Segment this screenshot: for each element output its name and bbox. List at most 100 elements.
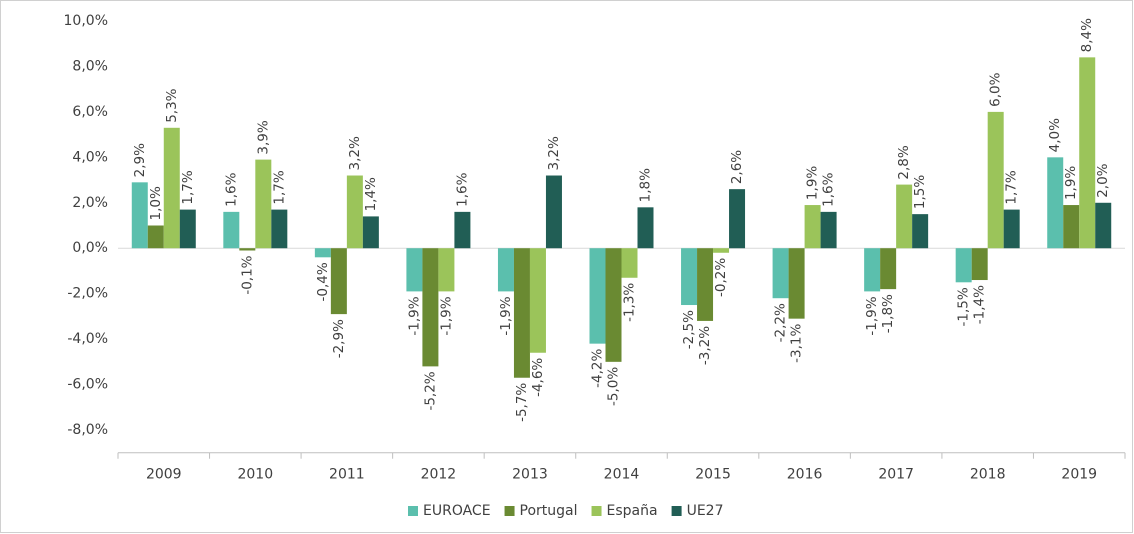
x-tick-label: 2014 <box>604 467 640 483</box>
bar <box>271 209 288 249</box>
bar <box>314 248 331 258</box>
data-label: -2,9% <box>331 319 347 358</box>
bar <box>987 111 1004 249</box>
data-label: 1,6% <box>821 172 837 206</box>
bar <box>880 248 897 290</box>
y-tick-label: -6,0% <box>67 377 108 393</box>
data-label: 1,9% <box>1063 166 1079 200</box>
data-label: 1,6% <box>454 172 470 206</box>
bar <box>529 248 546 353</box>
bar <box>131 182 148 249</box>
data-label: -3,2% <box>697 326 713 365</box>
data-label: -5,0% <box>606 367 622 406</box>
legend-label: UE27 <box>687 503 724 519</box>
data-label: 2,9% <box>132 143 148 177</box>
bar <box>147 225 164 249</box>
data-label: 8,4% <box>1079 18 1095 52</box>
y-tick-label: -8,0% <box>67 422 108 438</box>
data-label: 4,0% <box>1047 118 1063 152</box>
y-tick-label: 0,0% <box>72 240 108 256</box>
bar <box>239 248 256 251</box>
data-label: -2,2% <box>773 303 789 342</box>
bar <box>1079 57 1096 249</box>
bar <box>681 248 698 306</box>
bar <box>713 248 730 253</box>
data-label: -0,4% <box>315 262 331 301</box>
bar <box>1003 209 1020 249</box>
bar <box>788 248 805 319</box>
data-label: 1,7% <box>1004 170 1020 204</box>
bar <box>163 127 180 249</box>
data-label: 2,0% <box>1095 163 1111 197</box>
data-label: 1,5% <box>912 175 928 209</box>
bar <box>223 211 240 249</box>
bar <box>820 211 837 249</box>
x-tick-label: 2017 <box>878 467 914 483</box>
data-label: -1,8% <box>880 294 896 333</box>
data-label: -2,5% <box>681 310 697 349</box>
bar <box>346 175 363 249</box>
x-tick-label: 2016 <box>787 467 823 483</box>
bar <box>406 248 423 292</box>
x-tick-label: 2019 <box>1061 467 1097 483</box>
y-tick-label: -4,0% <box>67 331 108 347</box>
data-label: -4,6% <box>530 358 546 397</box>
y-tick-label: 8,0% <box>72 58 108 74</box>
bar <box>1063 205 1080 249</box>
data-label: -0,2% <box>713 258 729 297</box>
bar <box>864 248 881 292</box>
bar <box>971 248 988 281</box>
bar <box>955 248 972 283</box>
y-tick-label: 4,0% <box>72 149 108 165</box>
x-tick-label: 2011 <box>329 467 365 483</box>
data-label: 3,9% <box>255 120 271 154</box>
data-label: -1,9% <box>498 296 514 335</box>
data-label: 3,2% <box>546 136 562 170</box>
bar <box>179 209 196 249</box>
bar <box>637 207 654 249</box>
x-tick-label: 2013 <box>512 467 548 483</box>
data-label: -1,4% <box>972 285 988 324</box>
legend-swatch <box>408 506 418 516</box>
y-tick-label: 6,0% <box>72 104 108 120</box>
data-label: -5,7% <box>514 383 530 422</box>
data-label: 1,7% <box>271 170 287 204</box>
x-tick-label: 2015 <box>695 467 731 483</box>
x-tick-label: 2009 <box>146 467 182 483</box>
legend-swatch <box>591 506 602 516</box>
y-tick-label: -2,0% <box>67 286 108 302</box>
data-label: -1,9% <box>406 296 422 335</box>
x-tick-label: 2018 <box>970 467 1006 483</box>
bar <box>896 184 913 249</box>
legend-label: EUROACE <box>423 503 491 519</box>
y-tick-label: 2,0% <box>72 195 108 211</box>
bar <box>1047 157 1064 249</box>
data-label: 1,8% <box>638 168 654 202</box>
data-label: -1,5% <box>956 287 972 326</box>
bar <box>513 248 530 378</box>
data-label: -1,3% <box>622 283 638 322</box>
data-label: 1,9% <box>805 166 821 200</box>
data-label: 2,8% <box>896 145 912 179</box>
data-label: 1,7% <box>180 170 196 204</box>
y-tick-label: 10,0% <box>64 13 108 29</box>
data-label: 5,3% <box>164 88 180 122</box>
data-label: 1,6% <box>223 172 239 206</box>
bar <box>255 159 272 249</box>
bar <box>912 214 929 249</box>
data-label: 1,4% <box>363 177 379 211</box>
bar <box>729 189 746 249</box>
legend-label: España <box>607 503 658 519</box>
data-label: -1,9% <box>864 296 880 335</box>
bar <box>621 248 638 278</box>
bar <box>330 248 347 315</box>
data-label: 6,0% <box>988 72 1004 106</box>
bar <box>804 205 821 249</box>
data-label: 2,6% <box>729 150 745 184</box>
data-label: 3,2% <box>347 136 363 170</box>
bar <box>545 175 562 249</box>
legend-label: Portugal <box>520 503 578 519</box>
bar <box>438 248 455 292</box>
